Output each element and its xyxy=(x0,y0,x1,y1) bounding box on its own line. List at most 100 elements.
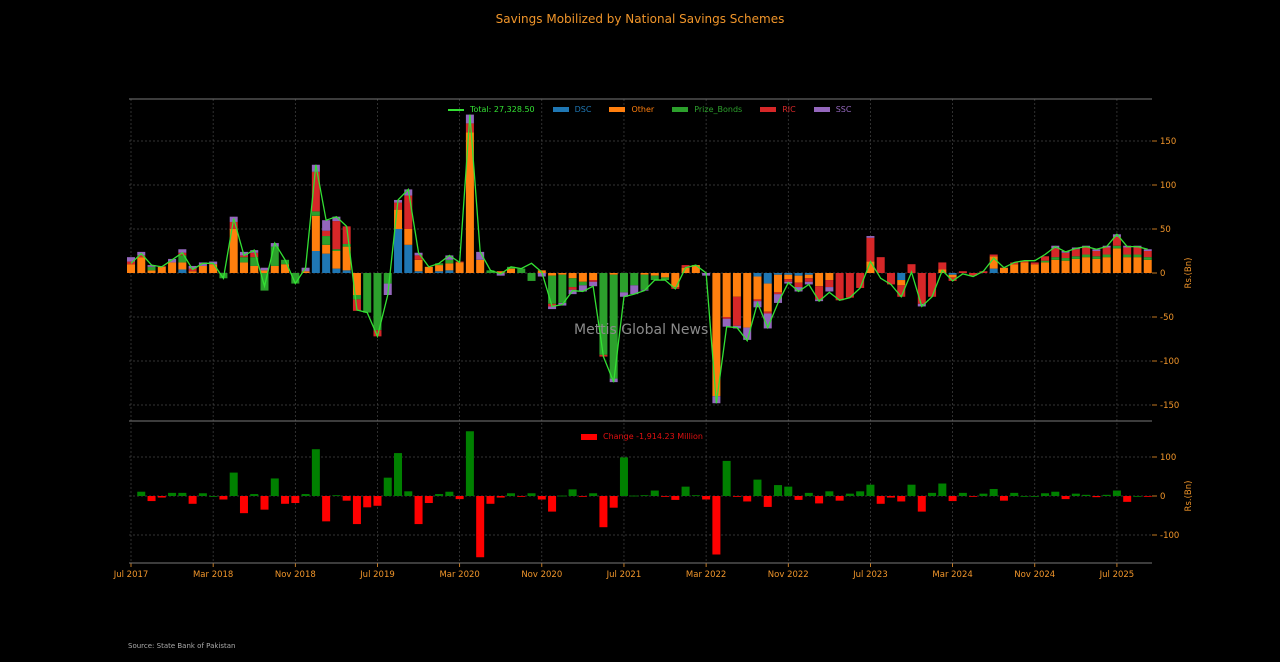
change-bar xyxy=(845,493,854,496)
change-bar xyxy=(486,496,495,504)
bar-other xyxy=(671,273,680,288)
change-bar xyxy=(1082,494,1091,496)
bar-ric xyxy=(825,280,834,288)
change-bar xyxy=(1030,496,1039,497)
bar-ric xyxy=(928,273,937,297)
change-bar xyxy=(938,483,947,496)
bar-other xyxy=(342,246,351,271)
bar-prize-bonds xyxy=(1051,257,1060,260)
bar-other xyxy=(1123,257,1132,273)
bar-prize-bonds xyxy=(383,273,392,284)
bar-ssc xyxy=(630,285,639,295)
bar-other xyxy=(589,273,598,281)
bar-other xyxy=(1051,259,1060,273)
bar-dsc xyxy=(311,251,320,273)
bar-other xyxy=(640,273,649,275)
bar-other xyxy=(465,132,474,273)
change-bar xyxy=(650,490,659,496)
total-series-line xyxy=(130,114,1148,404)
x-tick-label: Nov 2020 xyxy=(521,570,562,580)
change-bar xyxy=(928,492,937,496)
x-tick-label: Jul 2017 xyxy=(113,570,149,580)
bar-other xyxy=(774,274,783,293)
bar-ric xyxy=(311,171,320,212)
bar-prize-bonds xyxy=(1143,257,1152,260)
bar-ric xyxy=(1133,247,1142,255)
change-bar xyxy=(722,460,731,496)
bar-ric xyxy=(681,265,690,268)
bar-dsc xyxy=(897,273,906,281)
change-bar xyxy=(219,496,228,500)
bar-prize-bonds xyxy=(178,255,187,263)
bar-dsc xyxy=(322,253,331,273)
bar-ssc xyxy=(168,258,177,263)
bar-prize-bonds xyxy=(548,275,557,304)
change-bars xyxy=(137,431,1152,558)
bar-other xyxy=(948,274,957,278)
y-tick-label: 50 xyxy=(1160,225,1171,235)
bar-other xyxy=(506,268,515,273)
legend-ric: RIC xyxy=(760,105,796,114)
bar-other xyxy=(270,265,279,273)
bar-ric xyxy=(1112,236,1121,246)
change-bar xyxy=(209,496,218,497)
bar-ric xyxy=(866,237,875,262)
change-bar xyxy=(137,491,146,496)
bar-other xyxy=(712,273,721,397)
bar-ssc xyxy=(866,236,875,238)
bar-ric xyxy=(886,273,895,285)
change-bar xyxy=(1071,493,1080,496)
bar-prize-bonds xyxy=(1041,260,1050,263)
change-bar xyxy=(774,485,783,496)
bar-other xyxy=(1112,248,1121,273)
bar-ric xyxy=(732,296,741,326)
bar-other xyxy=(311,215,320,251)
bar-ssc xyxy=(260,267,269,271)
bar-prize-bonds xyxy=(352,295,361,300)
change-bar xyxy=(815,496,824,504)
change-bar xyxy=(352,496,361,525)
bar-ssc xyxy=(537,273,546,277)
bar-ssc xyxy=(1112,234,1121,237)
bar-prize-bonds xyxy=(1133,254,1142,258)
change-bar xyxy=(589,493,598,496)
change-bar xyxy=(825,491,834,496)
change-bar xyxy=(568,489,577,496)
bar-ric xyxy=(589,280,598,282)
bar-ric xyxy=(1092,251,1101,257)
change-bar xyxy=(445,491,454,496)
change-bar xyxy=(476,496,485,558)
bar-prize-bonds xyxy=(373,273,382,331)
bar-other xyxy=(732,273,741,297)
change-bar xyxy=(270,478,279,496)
change-bar xyxy=(424,496,433,504)
bar-other xyxy=(127,264,135,273)
bar-ssc xyxy=(147,265,156,267)
watermark: Mettis Global News xyxy=(574,322,709,338)
axes: -150 -100 -50 0 50 100 150 -100 0 100 Jul 2017 Mar … xyxy=(113,98,1194,580)
change-bar xyxy=(198,493,207,496)
bar-dsc xyxy=(804,273,813,275)
bar-dsc xyxy=(404,244,413,273)
legend-swatch xyxy=(552,107,569,112)
bar-other xyxy=(866,261,875,273)
x-tick-label: Mar 2020 xyxy=(439,570,479,580)
legend-prize-bonds: Prize_Bonds xyxy=(672,105,742,114)
change-bar xyxy=(856,491,865,496)
bar-prize-bonds xyxy=(445,259,454,264)
bar-ric xyxy=(1020,260,1029,263)
x-tick-label: Jul 2019 xyxy=(359,570,395,580)
bar-prize-bonds xyxy=(486,270,495,273)
change-bar xyxy=(907,484,916,496)
bar-other xyxy=(404,229,413,245)
bar-ssc xyxy=(188,265,197,269)
bar-other xyxy=(250,265,259,273)
bar-prize-bonds xyxy=(270,246,279,266)
change-bar xyxy=(599,496,608,528)
bar-other xyxy=(352,273,361,295)
y-tick-label: -50 xyxy=(1160,313,1174,323)
legend-label: Total: 27,328.50 xyxy=(470,105,535,114)
bar-other xyxy=(989,256,998,269)
bar-ric xyxy=(917,273,926,304)
bar-other xyxy=(578,273,587,282)
